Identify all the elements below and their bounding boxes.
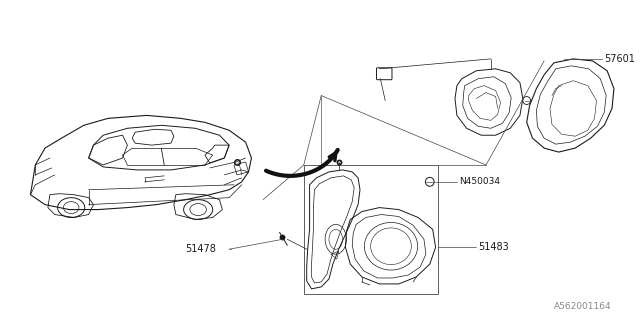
Text: 57601: 57601 xyxy=(604,54,635,64)
Text: 51483: 51483 xyxy=(478,242,509,252)
Text: N450034: N450034 xyxy=(459,177,500,186)
Text: A562001164: A562001164 xyxy=(554,302,612,311)
Bar xyxy=(304,165,438,294)
Text: 51478: 51478 xyxy=(186,244,216,254)
